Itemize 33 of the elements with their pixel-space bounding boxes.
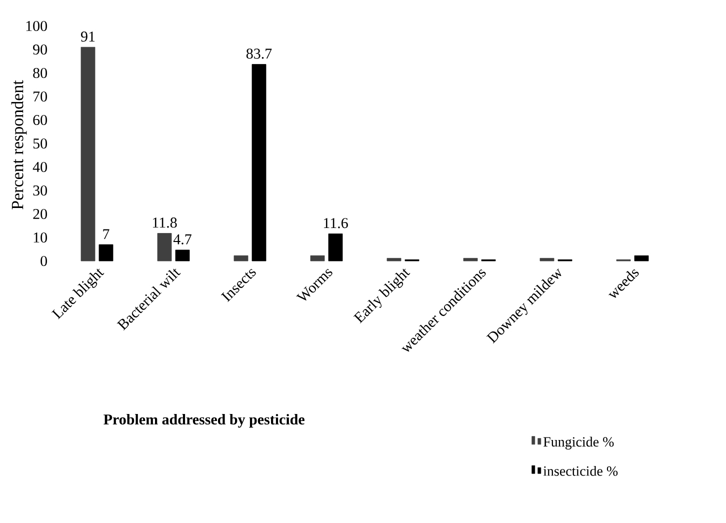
y-tick-label: 50 [33,138,47,149]
y-tick-label: 0 [40,256,47,266]
data-label: 4.7 [173,234,192,244]
bar [328,234,343,262]
bar [175,250,190,262]
y-tick-label: 40 [32,162,47,172]
y-tick-label: 80 [33,68,47,78]
bar [386,258,402,262]
bar [157,233,172,262]
legend-label: insecticide % [543,466,618,476]
bar [540,258,554,262]
bar [634,255,649,262]
y-tick-label: 10 [34,232,47,243]
x-axis-title: Problem addressed by pesticide [104,414,304,428]
data-label: 83.7 [246,48,272,59]
bar [310,255,325,262]
data-label: 11.6 [324,218,348,228]
y-tick-label: 100 [26,20,47,32]
bar [80,46,96,262]
bar [252,64,266,262]
y-tick-label: 20 [33,208,47,220]
legend-label: Fungicide % [543,436,614,450]
y-tick-label: 30 [33,185,47,196]
bar [98,244,114,262]
data-label: 7 [103,229,110,240]
bar [463,258,478,262]
y-tick-label: 60 [33,114,47,126]
y-axis-title: Percent respondent [11,80,27,210]
y-tick-label: 90 [33,44,47,55]
data-label: 11.8 [152,218,177,228]
data-label: 91 [80,32,95,42]
y-tick-label: 70 [34,91,47,102]
bar [234,255,248,262]
